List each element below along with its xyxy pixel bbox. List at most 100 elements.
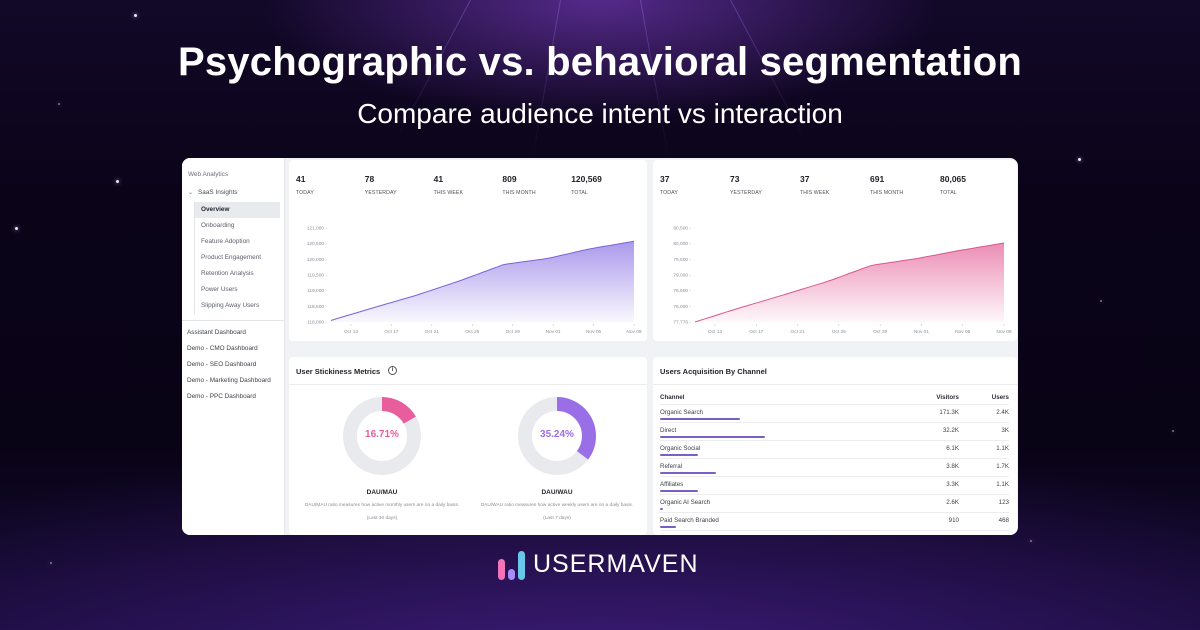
sidebar-item-overview[interactable]: Overview: [195, 202, 280, 218]
svg-text:Oct 25: Oct 25: [465, 329, 479, 335]
users-cell: 123: [998, 499, 1009, 506]
sidebar-link-assistant-dashboard[interactable]: Assistant Dashboard: [187, 329, 246, 336]
stat-this-month: 809 THIS MONTH: [502, 174, 571, 196]
svg-text:Oct 17: Oct 17: [384, 329, 398, 335]
table-body: Organic Search 171.3K 2.4K Direct 32.2K 3K Org…: [660, 405, 1009, 531]
dau-wau-donut: 35.24%: [516, 395, 598, 477]
stat-value: 80,065: [940, 174, 966, 184]
stat-label: THIS MONTH: [502, 190, 536, 196]
channel-cell: Paid Search Branded: [660, 517, 719, 524]
svg-text:Oct 21: Oct 21: [791, 329, 805, 335]
channel-cell: Direct: [660, 427, 677, 434]
card-header: Users Acquisition By Channel: [653, 357, 1017, 385]
stat-this-month: 691 THIS MONTH: [870, 174, 940, 196]
table-row[interactable]: Organic Search 171.3K 2.4K: [660, 405, 1009, 423]
sidebar-item-feature-adoption[interactable]: Feature Adoption: [201, 238, 250, 245]
svg-text:79,500 -: 79,500 -: [673, 257, 691, 263]
sidebar-item-onboarding[interactable]: Onboarding: [201, 222, 235, 229]
svg-text:79,000 -: 79,000 -: [673, 273, 691, 279]
users-cell: 1.7K: [996, 463, 1009, 470]
stat-this-week: 37 THIS WEEK: [800, 174, 870, 196]
users-cell: 1.1K: [996, 481, 1009, 488]
share-bar: [660, 418, 741, 420]
svg-text:Oct 13: Oct 13: [708, 329, 722, 335]
stickiness-card: User Stickiness Metrics i 16.71% DAU/MAU…: [289, 357, 647, 535]
sidebar-item-slipping-away-users[interactable]: Slipping Away Users: [201, 302, 260, 309]
star: [1078, 158, 1081, 161]
sidebar-link-cmo-dashboard[interactable]: Demo - CMO Dashboard: [187, 345, 258, 352]
acquisition-table: Channel Visitors Users Organic Search 171…: [660, 391, 1009, 531]
channel-cell: Organic Search: [660, 409, 703, 416]
sidebar-group-saas-insights[interactable]: ⌄ SaaS Insights: [188, 189, 237, 196]
sidebar-item-power-users[interactable]: Power Users: [201, 286, 238, 293]
users-stats: 37 TODAY 73 YESTERDAY 37 THIS WEEK 691 THIS …: [660, 174, 1010, 196]
column-header-visitors[interactable]: Visitors: [936, 394, 959, 401]
stat-today: 37 TODAY: [660, 174, 730, 196]
stat-label: YESTERDAY: [364, 190, 397, 196]
users-card: 37 TODAY 73 YESTERDAY 37 THIS WEEK 691 THIS …: [653, 160, 1017, 341]
svg-text:Nov 09: Nov 09: [996, 329, 1012, 335]
stat-total: 120,569 TOTAL: [571, 174, 640, 196]
donut-value: 35.24%: [540, 429, 574, 440]
table-row[interactable]: Paid Search Branded 910 468: [660, 513, 1009, 531]
svg-text:Oct 13: Oct 13: [344, 329, 358, 335]
stat-value: 73: [730, 174, 740, 184]
star: [1030, 540, 1032, 542]
sidebar-item-retention-analysis[interactable]: Retention Analysis: [201, 270, 254, 277]
metric-period: (Last 30 days): [366, 515, 398, 521]
star: [50, 562, 52, 564]
dau-mau-donut: 16.71%: [341, 395, 423, 477]
svg-text:Nov 05: Nov 05: [586, 329, 602, 335]
channel-cell: Organic AI Search: [660, 499, 711, 506]
star: [1172, 430, 1174, 432]
users-cell: 2.4K: [996, 409, 1009, 416]
card-title: Users Acquisition By Channel: [660, 367, 767, 376]
table-row[interactable]: Organic AI Search 2.6K 123: [660, 495, 1009, 513]
column-header-users[interactable]: Users: [991, 394, 1009, 401]
stat-label: THIS WEEK: [433, 190, 464, 196]
info-icon[interactable]: i: [388, 365, 397, 375]
table-row[interactable]: Direct 32.2K 3K: [660, 423, 1009, 441]
visitors-cell: 6.1K: [946, 445, 959, 452]
visitors-cell: 3.3K: [946, 481, 959, 488]
metric-period: (Last 7 days): [543, 515, 571, 521]
svg-text:119,000 -: 119,000 -: [307, 288, 327, 294]
sidebar-group-items: Overview Onboarding Feature Adoption Pro…: [194, 202, 280, 314]
column-header-channel[interactable]: Channel: [660, 394, 685, 401]
table-row[interactable]: Affiliates 3.3K 1.1K: [660, 477, 1009, 495]
metric-name: DAU/MAU: [366, 489, 398, 496]
sidebar-link-seo-dashboard[interactable]: Demo - SEO Dashboard: [187, 361, 257, 368]
stat-value: 120,569: [571, 174, 602, 184]
sidebar-link-marketing-dashboard[interactable]: Demo - Marketing Dashboard: [187, 377, 271, 384]
headline: Psychographic vs. behavioral segmentatio…: [177, 40, 1023, 84]
table-row[interactable]: Referral 3.8K 1.7K: [660, 459, 1009, 477]
chevron-down-icon: ⌄: [188, 190, 194, 196]
share-bar: [660, 436, 765, 438]
svg-text:118,000 -: 118,000 -: [307, 320, 327, 326]
share-bar: [660, 472, 716, 474]
sidebar-dashboard-links: Assistant Dashboard Demo - CMO Dashboard…: [187, 325, 271, 405]
svg-text:Oct 21: Oct 21: [425, 329, 439, 335]
visitors-cell: 2.6K: [946, 499, 959, 506]
logo-wordmark: USERMAVEN: [533, 549, 699, 578]
stat-value: 809: [502, 174, 517, 184]
sidebar-item-product-engagement[interactable]: Product Engagement: [201, 254, 262, 261]
table-header: Channel Visitors Users: [660, 391, 1009, 405]
stat-value: 691: [870, 174, 885, 184]
svg-text:80,500 -: 80,500 -: [673, 226, 691, 232]
star: [134, 14, 137, 17]
svg-text:78,000 -: 78,000 -: [673, 304, 691, 310]
logo-bar: [518, 551, 525, 580]
svg-text:80,000 -: 80,000 -: [673, 241, 691, 247]
stat-this-week: 41 THIS WEEK: [434, 174, 503, 196]
sidebar-link-ppc-dashboard[interactable]: Demo - PPC Dashboard: [187, 393, 256, 400]
table-row[interactable]: Organic Social 6.1K 1.1K: [660, 441, 1009, 459]
visitors-cell: 32.2K: [942, 427, 959, 434]
channel-cell: Referral: [660, 463, 683, 470]
svg-text:Oct 29: Oct 29: [873, 329, 887, 335]
metric-description: DAU/WAU ratio measures how active weekly…: [480, 503, 634, 508]
users-cell: 1.1K: [996, 445, 1009, 452]
visitors-stats: 41 TODAY 78 YESTERDAY 41 THIS WEEK 809 THIS …: [296, 174, 640, 196]
stat-label: YESTERDAY: [730, 190, 762, 196]
svg-text:121,000 -: 121,000 -: [307, 226, 328, 232]
